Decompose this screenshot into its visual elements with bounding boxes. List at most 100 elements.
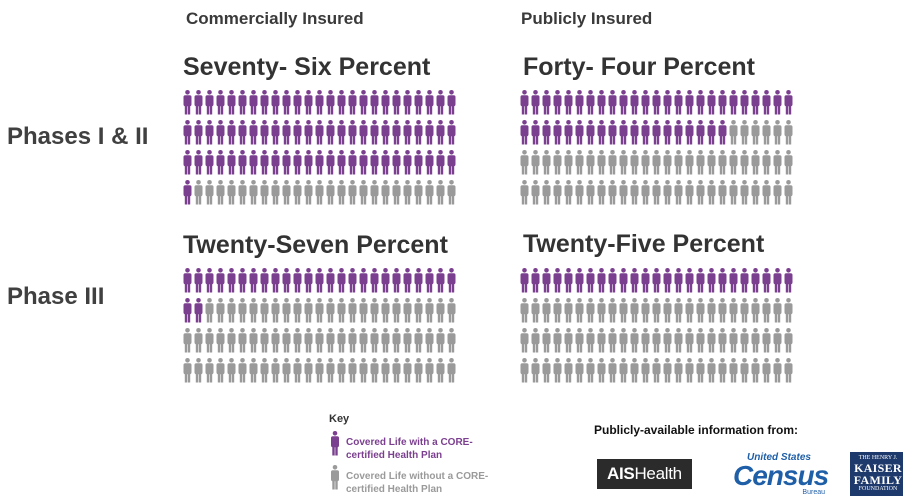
person-icon-covered: [597, 120, 606, 145]
person-icon-not-covered: [641, 328, 650, 353]
person-icon-not-covered: [249, 180, 258, 205]
person-icon-not-covered: [729, 120, 738, 145]
person-icon-not-covered: [762, 150, 771, 175]
person-icon-not-covered: [403, 328, 412, 353]
person-icon-covered: [425, 268, 434, 293]
person-icon-covered: [216, 90, 225, 115]
person-icon-not-covered: [238, 358, 247, 383]
person-icon-not-covered: [630, 328, 639, 353]
person-icon-covered: [652, 268, 661, 293]
person-icon-covered: [414, 150, 423, 175]
person-icon-not-covered: [553, 298, 562, 323]
person-icon-covered: [381, 120, 390, 145]
person-icon-not-covered: [520, 298, 529, 323]
person-icon-covered: [403, 150, 412, 175]
column-header-public: Publicly Insured: [521, 9, 653, 28]
person-icon-not-covered: [685, 180, 694, 205]
person-icon: [331, 431, 339, 456]
person-icon-not-covered: [403, 298, 412, 323]
person-icon-covered: [337, 120, 346, 145]
person-icon-covered: [205, 120, 214, 145]
person-icon-covered: [403, 90, 412, 115]
person-icon-not-covered: [436, 328, 445, 353]
person-icon-not-covered: [359, 328, 368, 353]
person-icon-not-covered: [685, 328, 694, 353]
person-icon-not-covered: [707, 150, 716, 175]
person-icon-not-covered: [630, 180, 639, 205]
person-icon-covered: [630, 90, 639, 115]
person-icon-not-covered: [608, 298, 617, 323]
person-icon-covered: [436, 90, 445, 115]
person-icon-not-covered: [608, 358, 617, 383]
person-icon-not-covered: [740, 180, 749, 205]
person-icon-covered: [542, 268, 551, 293]
person-icon-not-covered: [271, 328, 280, 353]
person-icon-not-covered: [586, 328, 595, 353]
person-icon-not-covered: [674, 328, 683, 353]
person-icon-covered: [326, 120, 335, 145]
person-icon-not-covered: [575, 358, 584, 383]
person-icon-covered: [260, 120, 269, 145]
person-icon-covered: [370, 150, 379, 175]
person-icon-covered: [641, 268, 650, 293]
panel-title-commercial-phase12: Seventy- Six Percent: [183, 53, 431, 81]
person-icon-covered: [227, 268, 236, 293]
person-icon-covered: [520, 120, 529, 145]
person-icon-not-covered: [553, 180, 562, 205]
person-icon-covered: [326, 150, 335, 175]
person-icon-not-covered: [414, 298, 423, 323]
person-icon-not-covered: [183, 358, 192, 383]
person-icon-covered: [414, 90, 423, 115]
person-icon-not-covered: [194, 358, 203, 383]
person-icon-covered: [271, 268, 280, 293]
person-icon-not-covered: [696, 298, 705, 323]
person-icon-covered: [564, 268, 573, 293]
person-icon-covered: [608, 90, 617, 115]
person-icon-covered: [586, 90, 595, 115]
person-icon-covered: [425, 120, 434, 145]
person-icon-not-covered: [652, 328, 661, 353]
person-icon-not-covered: [762, 298, 771, 323]
key-not-covered-label: Covered Life without a CORE-certified He…: [346, 471, 489, 495]
person-icon-not-covered: [205, 180, 214, 205]
person-icon-not-covered: [641, 180, 650, 205]
person-icon-not-covered: [751, 358, 760, 383]
person-icon-covered: [381, 90, 390, 115]
person-icon-not-covered: [784, 120, 793, 145]
person-icon-not-covered: [784, 150, 793, 175]
person-icon-covered: [249, 120, 258, 145]
person-icon-covered: [564, 120, 573, 145]
person-icon-not-covered: [608, 180, 617, 205]
person-icon-covered: [293, 268, 302, 293]
person-icon-covered: [436, 150, 445, 175]
person-icon-not-covered: [762, 120, 771, 145]
person-icon-covered: [293, 90, 302, 115]
person-icon-not-covered: [751, 150, 760, 175]
person-icon-covered: [282, 150, 291, 175]
person-icon-not-covered: [326, 358, 335, 383]
person-icon-not-covered: [293, 328, 302, 353]
person-icon-not-covered: [260, 180, 269, 205]
person-icon-not-covered: [674, 180, 683, 205]
person-icon-covered: [575, 120, 584, 145]
person-icon-covered: [762, 90, 771, 115]
person-icon-not-covered: [227, 358, 236, 383]
person-icon-covered: [359, 268, 368, 293]
person-icon-covered: [381, 150, 390, 175]
person-icon-not-covered: [531, 150, 540, 175]
person-icon-covered: [447, 268, 456, 293]
person-icon-not-covered: [425, 328, 434, 353]
pictogram-grid-public-phase12: [520, 90, 793, 205]
key-covered-icon: [331, 431, 339, 456]
person-icon-covered: [249, 90, 258, 115]
person-icon-covered: [674, 90, 683, 115]
person-icon-covered: [337, 150, 346, 175]
person-icon-covered: [685, 90, 694, 115]
person-icon-covered: [436, 268, 445, 293]
person-icon-not-covered: [348, 328, 357, 353]
person-icon-covered: [520, 90, 529, 115]
pictogram-grid-public-phase3: [520, 268, 793, 383]
person-icon-not-covered: [542, 150, 551, 175]
person-icon-covered: [249, 268, 258, 293]
person-icon-covered: [392, 120, 401, 145]
